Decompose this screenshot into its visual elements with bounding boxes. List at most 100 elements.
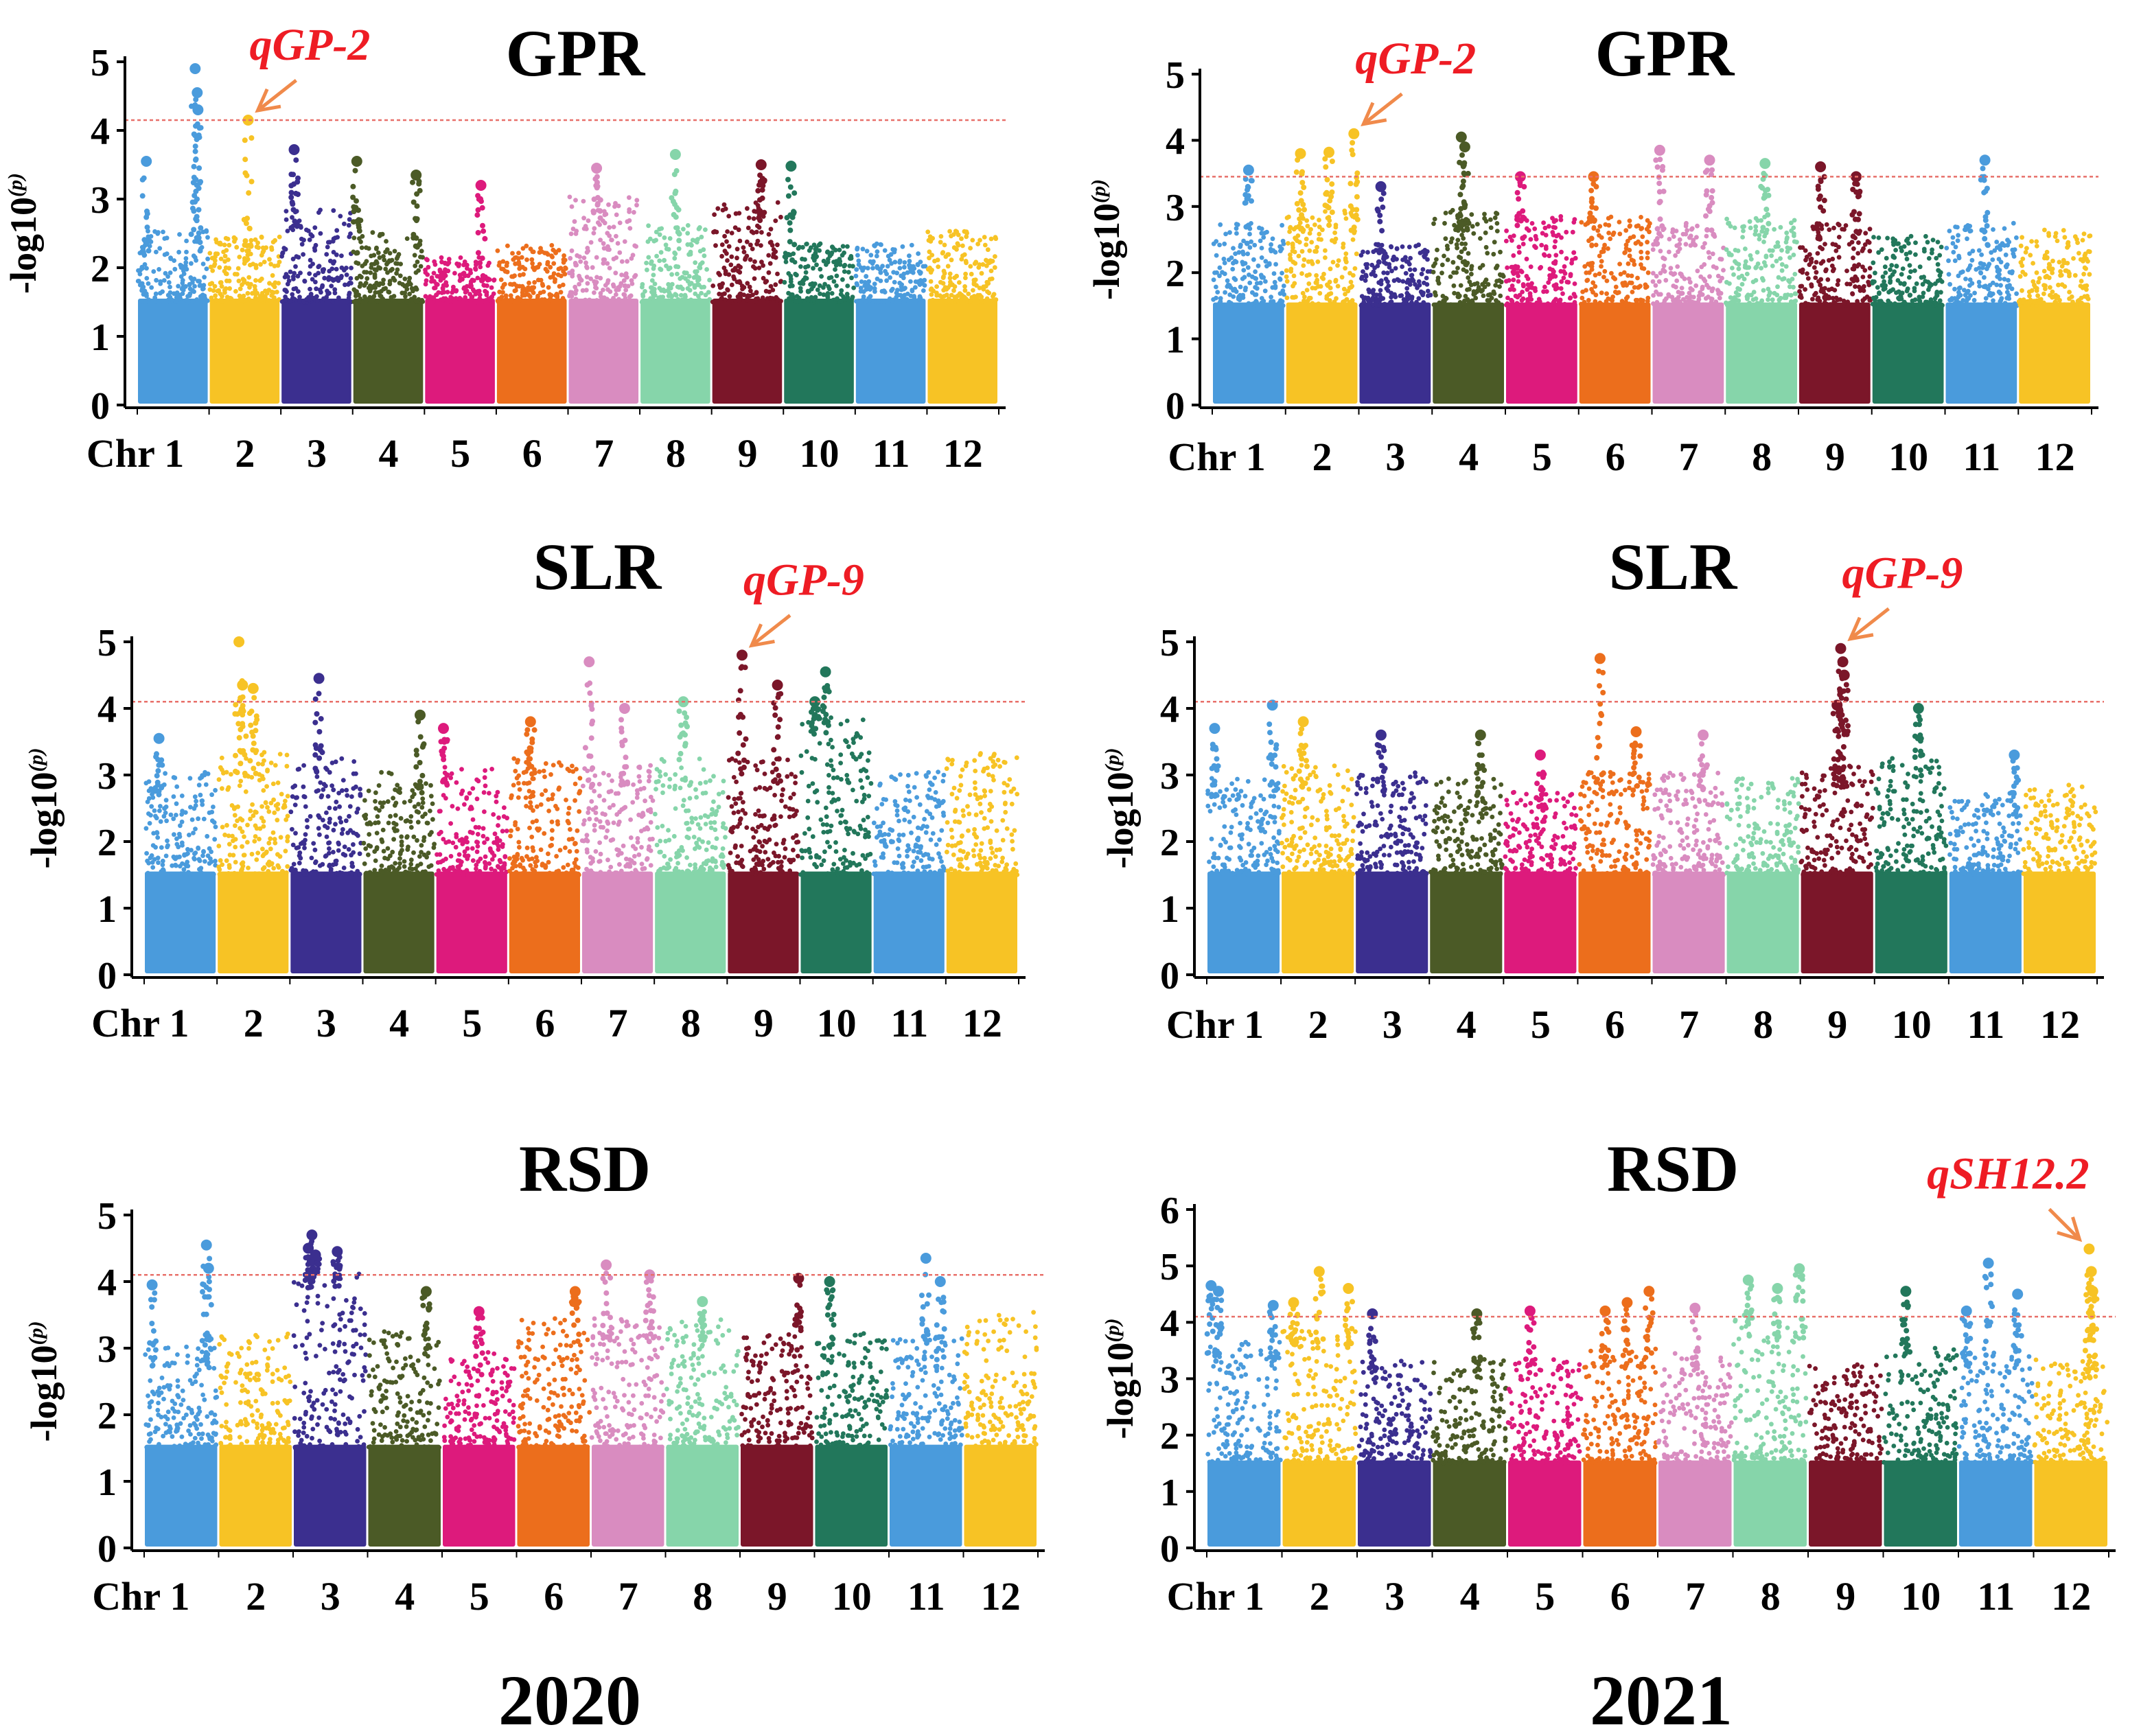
- snp-point: [659, 250, 664, 255]
- peak-point: [192, 87, 203, 98]
- snp-point: [198, 225, 203, 231]
- snp-point: [679, 293, 684, 298]
- snp-point: [164, 798, 169, 802]
- snp-point: [1299, 215, 1305, 220]
- snp-point: [2081, 272, 2086, 277]
- snp-point: [270, 273, 275, 278]
- snp-point: [318, 208, 323, 213]
- chr-label-4: 4: [379, 431, 399, 476]
- snp-point: [729, 255, 734, 259]
- snp-point: [1284, 275, 1289, 279]
- snp-point: [209, 810, 214, 815]
- snp-point: [1314, 280, 1319, 285]
- snp-point: [1655, 164, 1661, 170]
- snp-point: [1341, 245, 1345, 250]
- snp-point: [1850, 240, 1855, 244]
- snp-point: [1381, 249, 1387, 255]
- snp-point: [1782, 295, 1787, 300]
- snp-point: [1218, 296, 1223, 301]
- snp-point: [747, 216, 752, 220]
- snp-point: [1609, 215, 1614, 220]
- snp-point: [193, 143, 198, 149]
- snp-point: [1286, 215, 1291, 220]
- snp-point: [1490, 303, 1494, 308]
- snp-point: [1809, 284, 1814, 289]
- snp-point: [1484, 277, 1489, 282]
- snp-point: [424, 278, 429, 283]
- snp-point: [345, 300, 349, 305]
- snp-point: [1748, 226, 1753, 231]
- snp-point: [2011, 221, 2016, 226]
- snp-point: [1656, 181, 1662, 186]
- snp-point: [1850, 292, 1855, 297]
- snp-point: [1253, 269, 1258, 274]
- snp-point: [1939, 290, 1943, 294]
- snp-point: [1784, 231, 1789, 235]
- snp-point: [1997, 268, 2002, 273]
- snp-point: [794, 299, 798, 304]
- snp-point: [481, 273, 486, 279]
- snp-point: [1792, 299, 1797, 304]
- snp-point: [249, 238, 254, 243]
- snp-point: [1520, 235, 1525, 241]
- snp-point: [198, 240, 203, 245]
- snp-point: [278, 752, 283, 756]
- snp-point: [1658, 199, 1663, 205]
- snp-point: [1516, 211, 1522, 216]
- snp-point: [419, 248, 424, 253]
- snp-point: [1490, 296, 1494, 301]
- snp-point: [890, 299, 895, 303]
- snp-point: [143, 300, 148, 305]
- snp-point: [1280, 271, 1284, 276]
- snp-point: [1309, 259, 1314, 264]
- snp-point: [2005, 286, 2010, 290]
- snp-point: [601, 257, 606, 262]
- snp-point: [2046, 231, 2051, 236]
- snp-point: [242, 280, 246, 285]
- snp-point: [1830, 257, 1835, 262]
- snp-point: [1273, 262, 1278, 267]
- snp-point: [1245, 251, 1250, 256]
- snp-point: [1362, 297, 1367, 301]
- snp-point: [2035, 270, 2039, 275]
- snp-point: [1980, 165, 1986, 171]
- snp-point: [159, 819, 163, 824]
- snp-point: [1413, 268, 1418, 273]
- snp-point: [834, 283, 839, 288]
- snp-point: [159, 845, 164, 850]
- snp-point: [859, 279, 864, 284]
- snp-point: [651, 266, 656, 271]
- chr-label-3: 3: [307, 431, 327, 476]
- snp-point: [2087, 272, 2092, 277]
- snp-point: [1247, 281, 1252, 286]
- snp-point: [144, 292, 149, 297]
- snp-point: [702, 299, 707, 304]
- snp-point: [664, 242, 669, 247]
- snp-point: [1406, 259, 1411, 264]
- snp-point: [664, 264, 669, 268]
- snp-point: [524, 244, 529, 248]
- snp-point: [1818, 178, 1824, 184]
- snp-point: [1317, 291, 1322, 296]
- snp-point: [1952, 287, 1957, 292]
- snp-point: [845, 244, 850, 249]
- snp-point: [428, 299, 433, 303]
- snp-point: [2002, 227, 2007, 231]
- chr-label-2: 2: [1312, 435, 1332, 479]
- snp-point: [1347, 271, 1352, 276]
- snp-point: [962, 284, 967, 289]
- snp-point: [140, 265, 145, 270]
- snp-point: [236, 266, 241, 271]
- snp-point: [1558, 214, 1563, 219]
- snp-point: [307, 271, 312, 276]
- snp-point: [1645, 255, 1650, 260]
- snp-point: [379, 294, 384, 299]
- snp-point: [2042, 269, 2047, 274]
- snp-point: [697, 227, 702, 231]
- snp-point: [751, 231, 756, 235]
- snp-point: [1284, 268, 1289, 273]
- snp-point: [1439, 270, 1444, 275]
- snp-point: [802, 257, 807, 262]
- snp-point: [174, 801, 179, 806]
- snp-point: [846, 270, 851, 275]
